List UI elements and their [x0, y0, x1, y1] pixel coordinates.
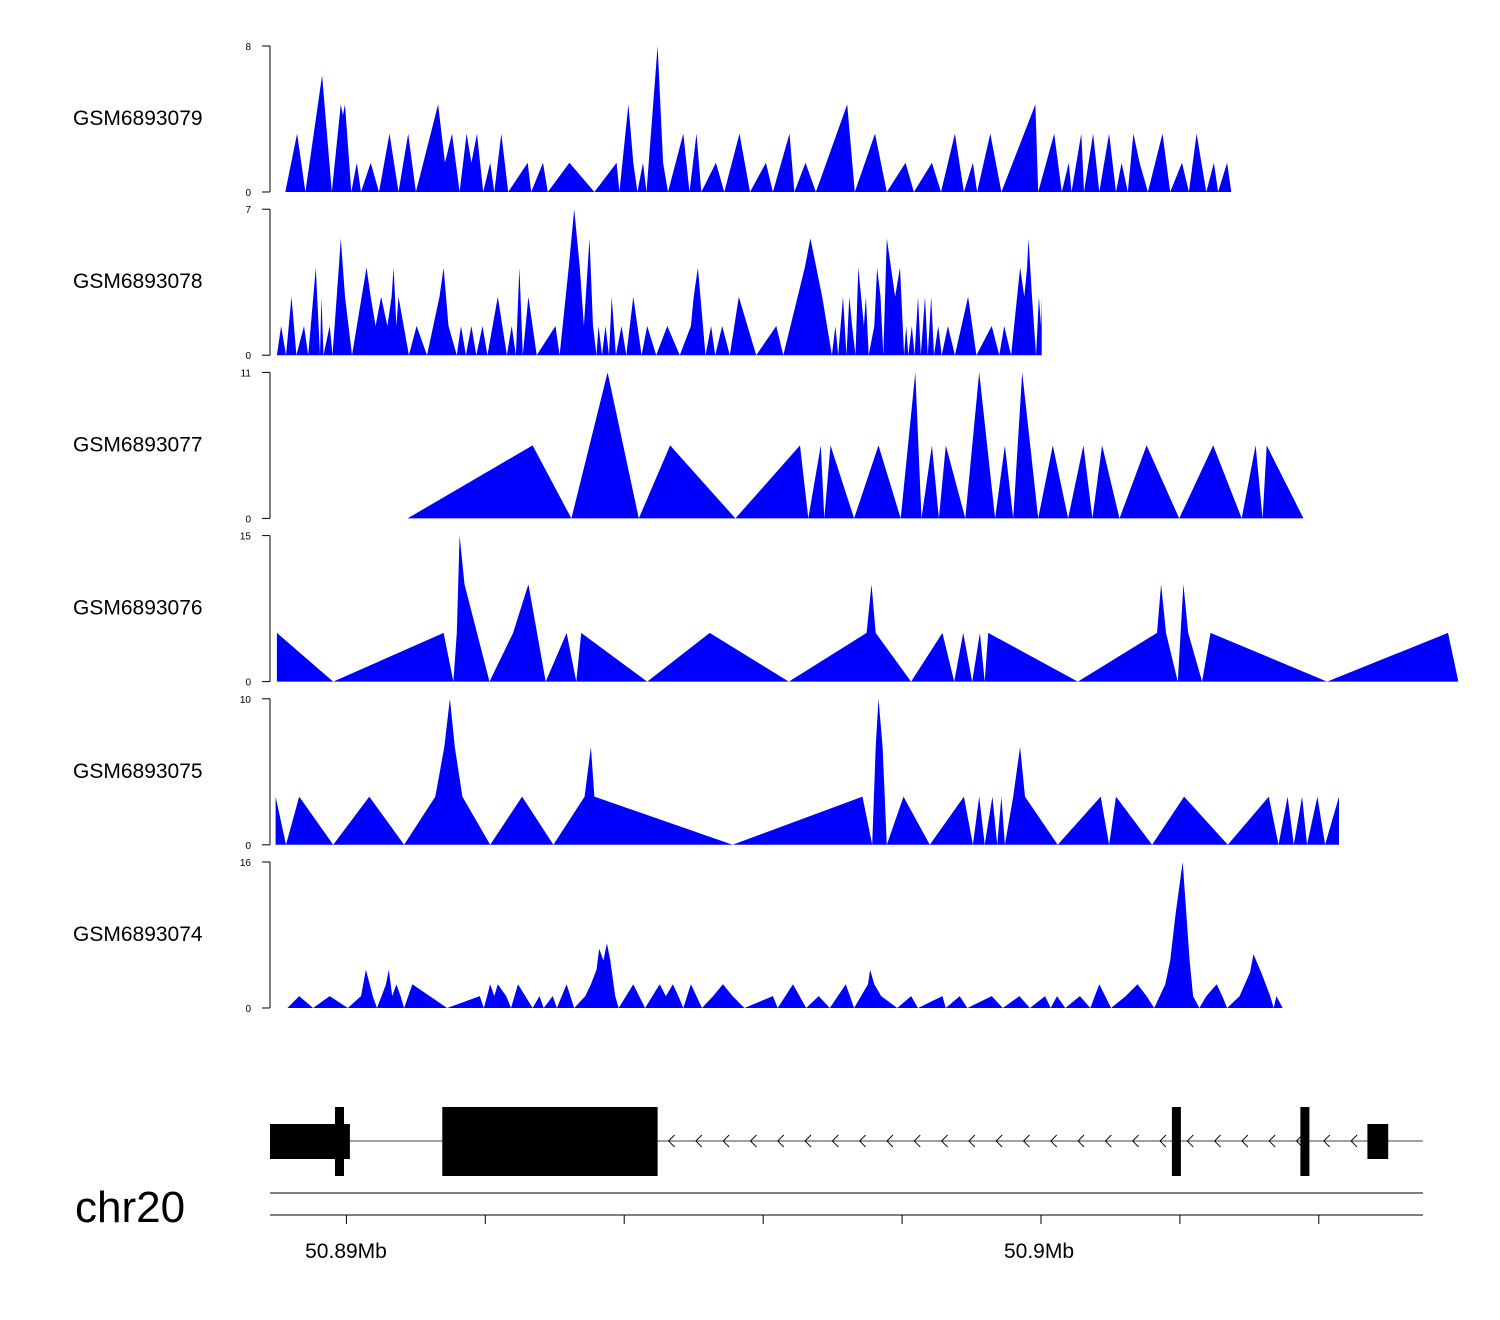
strand-arrow: [749, 1134, 757, 1148]
strand-arrow: [667, 1134, 675, 1148]
strand-arrow: [1104, 1134, 1112, 1148]
strand-arrow: [777, 1134, 785, 1148]
y-tick-label-min: 0: [245, 514, 251, 525]
strand-arrow: [1022, 1134, 1030, 1148]
gene-exons: [270, 1107, 1389, 1176]
genome-axis-track: chr20 50.89Mb 50.9Mb: [75, 1183, 1423, 1263]
gene-model-track: [270, 1107, 1423, 1176]
coverage-area: [276, 209, 1042, 356]
y-tick-label-max: 11: [241, 368, 252, 379]
track-label: GSM6893079: [73, 107, 203, 130]
track-GSM6893077: GSM6893077 11 0: [73, 368, 1304, 525]
strand-arrow: [886, 1134, 894, 1148]
coverage-area: [407, 372, 1304, 519]
strand-arrow: [859, 1134, 866, 1148]
track-label: GSM6893074: [73, 923, 203, 946]
track-GSM6893078: GSM6893078 7 0: [73, 205, 1042, 362]
y-tick-label-max: 16: [240, 858, 252, 869]
track-label: GSM6893077: [73, 433, 203, 456]
y-tick-label-max: 8: [245, 42, 251, 53]
strand-arrow: [695, 1134, 703, 1148]
gene-exon-block: [1367, 1124, 1389, 1159]
track-GSM6893079: GSM6893079 8 0: [73, 42, 1232, 199]
y-tick-label-max: 7: [245, 205, 251, 216]
strand-arrow: [804, 1134, 812, 1148]
strand-arrow: [1323, 1134, 1331, 1148]
track-GSM6893076: GSM6893076 15 0: [73, 532, 1459, 689]
strand-arrow: [995, 1134, 1003, 1148]
strand-arrow: [1213, 1134, 1221, 1148]
track-label: GSM6893075: [73, 760, 203, 783]
track-GSM6893074: GSM6893074 16 0: [73, 858, 1283, 1015]
coverage-area: [275, 698, 1340, 845]
signal-tracks: GSM689307980GSM689307870GSM6893077110GSM…: [73, 42, 1459, 1015]
strand-arrow: [1350, 1134, 1358, 1148]
strand-arrow: [1077, 1134, 1085, 1148]
strand-arrow: [1268, 1134, 1276, 1148]
strand-arrow: [722, 1134, 730, 1148]
strand-arrow: [913, 1134, 921, 1148]
chromosome-label: chr20: [75, 1183, 185, 1232]
coverage-area: [287, 862, 1283, 1008]
y-tick-label-min: 0: [245, 188, 251, 199]
strand-arrow: [1241, 1134, 1249, 1148]
strand-arrow: [940, 1134, 948, 1148]
gene-exon-mark: [335, 1107, 344, 1176]
track-label: GSM6893076: [73, 597, 203, 620]
strand-arrow: [831, 1134, 839, 1148]
axis-label-50-89mb: 50.89Mb: [305, 1240, 387, 1263]
coverage-area: [285, 46, 1232, 192]
gene-exon-block: [442, 1107, 658, 1176]
track-label: GSM6893078: [73, 270, 203, 293]
coverage-area: [276, 535, 1459, 682]
gene-exon-mark: [1300, 1107, 1310, 1176]
y-tick-label-max: 10: [240, 695, 252, 706]
y-tick-label-min: 0: [245, 678, 251, 689]
y-tick-label-min: 0: [245, 351, 251, 362]
strand-arrow: [1050, 1134, 1058, 1148]
strand-arrow: [1186, 1134, 1194, 1148]
y-tick-label-min: 0: [245, 841, 251, 852]
y-tick-label-max: 15: [240, 532, 252, 543]
y-tick-label-min: 0: [245, 1004, 251, 1015]
strand-arrow: [1159, 1134, 1167, 1148]
strand-arrow: [968, 1134, 976, 1148]
axis-ticks: [345, 1215, 1320, 1224]
gene-exon-mark: [1171, 1107, 1181, 1176]
track-GSM6893075: GSM6893075 10 0: [73, 695, 1340, 852]
strand-arrow: [1132, 1134, 1139, 1148]
axis-label-50-9mb: 50.9Mb: [1004, 1240, 1074, 1263]
